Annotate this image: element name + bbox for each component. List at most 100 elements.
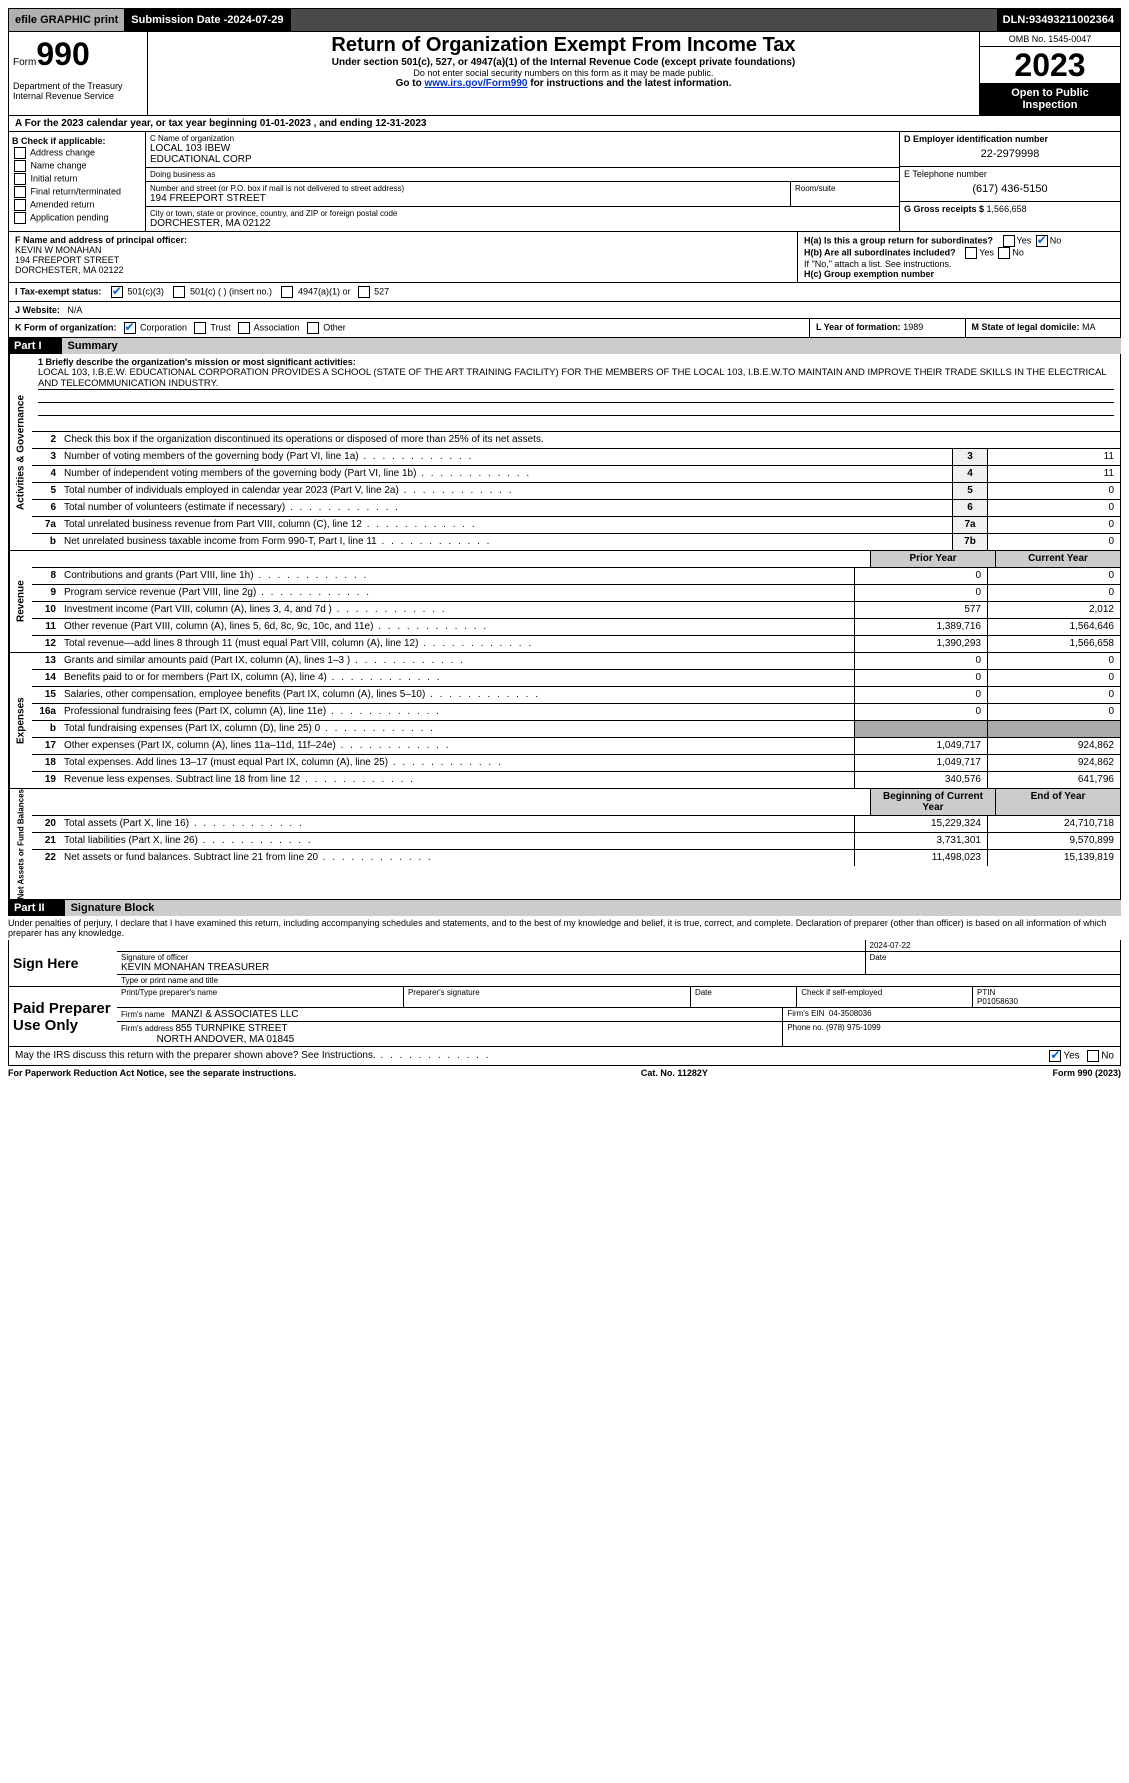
domicile-label: M State of legal domicile: xyxy=(972,322,1083,332)
prior-val: 3,731,301 xyxy=(854,833,987,849)
table-row: 20 Total assets (Part X, line 16) 15,229… xyxy=(32,816,1120,833)
table-row: 4 Number of independent voting members o… xyxy=(32,466,1120,483)
line-2-text: Check this box if the organization disco… xyxy=(60,432,1120,448)
ein-label: D Employer identification number xyxy=(904,134,1116,144)
col-b-label: B Check if applicable: xyxy=(12,136,142,146)
row-j-content: J Website: N/A xyxy=(9,302,1120,318)
discuss-yes-check[interactable] xyxy=(1049,1050,1061,1062)
part-1-rev: Revenue Prior Year Current Year 8 Contri… xyxy=(8,551,1121,653)
side-rev: Revenue xyxy=(9,551,32,652)
type-name-row: Type or print name and title xyxy=(117,975,1120,986)
cb-initial-return[interactable]: Initial return xyxy=(12,173,142,185)
submission-date-value: 2024-07-29 xyxy=(227,14,283,26)
discuss-no-check[interactable] xyxy=(1087,1050,1099,1062)
opt-501c3: 501(c)(3) xyxy=(127,286,164,296)
form-subtitle-2: Do not enter social security numbers on … xyxy=(152,68,975,78)
cb-final-return[interactable]: Final return/terminated xyxy=(12,186,142,198)
cell-gross: G Gross receipts $ 1,566,658 xyxy=(900,202,1120,231)
prior-val: 15,229,324 xyxy=(854,816,987,832)
current-val: 15,139,819 xyxy=(987,850,1120,866)
ha-no-check[interactable] xyxy=(1036,235,1048,247)
line-num: 5 xyxy=(32,483,60,499)
line-text: Total fundraising expenses (Part IX, col… xyxy=(60,721,854,737)
net-hdr-blank xyxy=(32,789,60,815)
table-row: 22 Net assets or fund balances. Subtract… xyxy=(32,850,1120,866)
hdr-current-year: Current Year xyxy=(995,551,1120,567)
line-text: Salaries, other compensation, employee b… xyxy=(60,687,854,703)
line-text: Number of voting members of the governin… xyxy=(60,449,952,465)
prior-val: 0 xyxy=(854,670,987,686)
table-row: 10 Investment income (Part VIII, column … xyxy=(32,602,1120,619)
current-val: 0 xyxy=(987,687,1120,703)
irs-link[interactable]: www.irs.gov/Form990 xyxy=(424,78,527,89)
prior-val: 0 xyxy=(854,704,987,720)
line-num: 15 xyxy=(32,687,60,703)
cb-trust[interactable] xyxy=(194,322,206,334)
org-name-2: EDUCATIONAL CORP xyxy=(150,154,895,165)
cb-final-return-label: Final return/terminated xyxy=(31,186,122,196)
opt-trust: Trust xyxy=(210,322,230,332)
cb-4947[interactable] xyxy=(281,286,293,298)
prep-name-label: Print/Type preparer's name xyxy=(117,987,404,1007)
table-row: 11 Other revenue (Part VIII, column (A),… xyxy=(32,619,1120,636)
part-2-title: Signature Block xyxy=(65,900,1121,916)
prep-row-3: Firm's address 855 TURNPIKE STREET NORTH… xyxy=(117,1022,1120,1046)
opt-assoc: Association xyxy=(254,322,300,332)
current-val: 0 xyxy=(987,704,1120,720)
org-name-label: C Name of organization xyxy=(150,134,895,143)
cb-527[interactable] xyxy=(358,286,370,298)
perjury-declaration: Under penalties of perjury, I declare th… xyxy=(8,916,1121,940)
form-org-label: K Form of organization: xyxy=(15,322,117,332)
hb-yes-check[interactable] xyxy=(965,247,977,259)
signature-block: Sign Here 2024-07-22 Signature of office… xyxy=(8,940,1121,1066)
cb-address-change-label: Address change xyxy=(30,147,95,157)
efile-print[interactable]: efile GRAPHIC print xyxy=(9,9,125,31)
line-num: 6 xyxy=(32,500,60,516)
hb-no-check[interactable] xyxy=(998,247,1010,259)
cell-street: Number and street (or P.O. box if mail i… xyxy=(146,182,791,207)
line-text: Number of independent voting members of … xyxy=(60,466,952,482)
footer-left: For Paperwork Reduction Act Notice, see … xyxy=(8,1068,296,1078)
cell-addr-row: Number and street (or P.O. box if mail i… xyxy=(146,182,899,207)
cb-corp[interactable] xyxy=(124,322,136,334)
rev-header: Prior Year Current Year xyxy=(32,551,1120,568)
row-klm: K Form of organization: Corporation Trus… xyxy=(8,319,1121,338)
tax-status-label: I Tax-exempt status: xyxy=(15,286,101,296)
line-num: 20 xyxy=(32,816,60,832)
cell-phone: E Telephone number (617) 436-5150 xyxy=(900,167,1120,202)
gov-body: 1 Briefly describe the organization's mi… xyxy=(32,354,1120,550)
hc-label: H(c) Group exemption number xyxy=(804,269,934,279)
cb-address-change[interactable]: Address change xyxy=(12,147,142,159)
row-k: K Form of organization: Corporation Trus… xyxy=(9,319,810,337)
prior-val: 340,576 xyxy=(854,772,987,788)
cell-city: City or town, state or province, country… xyxy=(146,207,899,231)
discuss-no: No xyxy=(1101,1051,1114,1062)
paid-preparer-row: Paid Preparer Use Only Print/Type prepar… xyxy=(9,987,1120,1047)
ptin-value: P01058630 xyxy=(977,997,1116,1006)
firm-ein-value: 04-3508036 xyxy=(829,1009,872,1018)
table-row: 17 Other expenses (Part IX, column (A), … xyxy=(32,738,1120,755)
firm-phone-cell: Phone no. (978) 975-1099 xyxy=(783,1022,1120,1046)
cb-name-change[interactable]: Name change xyxy=(12,160,142,172)
row-j: J Website: N/A xyxy=(8,302,1121,319)
prior-val: 1,389,716 xyxy=(854,619,987,635)
type-name-label: Type or print name and title xyxy=(117,975,1120,986)
cb-app-pending[interactable]: Application pending xyxy=(12,212,142,224)
cb-501c3[interactable] xyxy=(111,286,123,298)
prior-val: 1,049,717 xyxy=(854,738,987,754)
firm-addr-label: Firm's address xyxy=(121,1024,173,1033)
year-formation-label: L Year of formation: xyxy=(816,322,903,332)
line-num: 4 xyxy=(32,466,60,482)
ha-yes-check[interactable] xyxy=(1003,235,1015,247)
net-hdr-blank2 xyxy=(60,789,870,815)
prior-val: 1,390,293 xyxy=(854,636,987,652)
cb-assoc[interactable] xyxy=(238,322,250,334)
line-text: Program service revenue (Part VIII, line… xyxy=(60,585,854,601)
cb-other[interactable] xyxy=(307,322,319,334)
line-box: 5 xyxy=(952,483,987,499)
line-text: Total assets (Part X, line 16) xyxy=(60,816,854,832)
firm-addr1: 855 TURNPIKE STREET xyxy=(175,1023,287,1034)
cb-501c[interactable] xyxy=(173,286,185,298)
form-prefix: Form xyxy=(13,57,36,68)
cb-amended-return[interactable]: Amended return xyxy=(12,199,142,211)
